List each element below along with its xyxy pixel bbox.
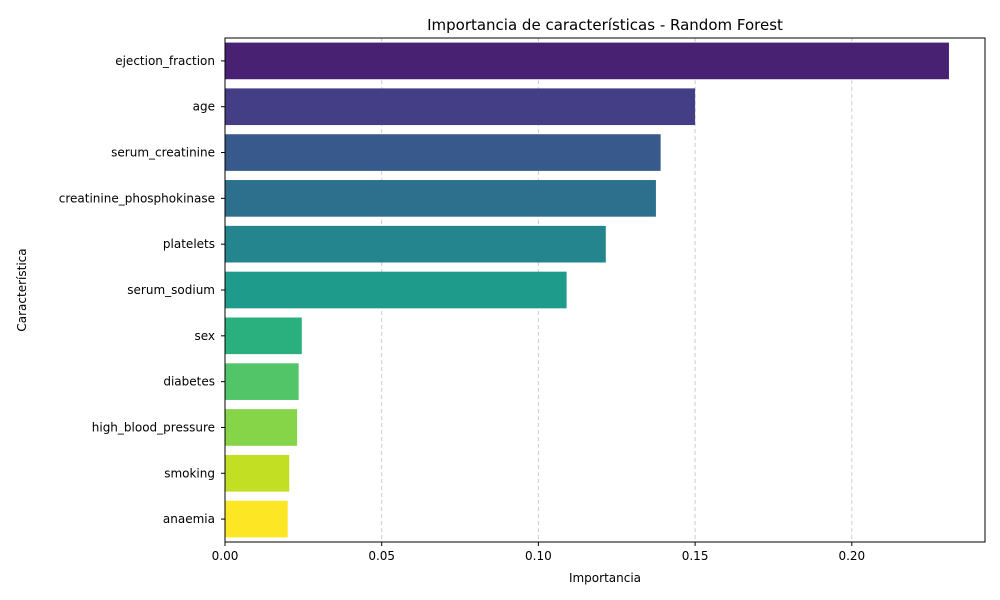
y-tick-label: smoking	[164, 466, 215, 480]
bar-serum-creatinine	[225, 134, 661, 171]
x-tick-label: 0.05	[368, 549, 395, 563]
bar-age	[225, 88, 696, 126]
bars	[225, 42, 949, 538]
y-tick-label: age	[193, 100, 215, 114]
bar-ejection-fraction	[225, 42, 949, 80]
bar-anaemia	[225, 500, 288, 538]
y-tick-label: creatinine_phosphokinase	[59, 191, 215, 205]
bar-sex	[225, 317, 302, 355]
y-tick-label: platelets	[163, 237, 215, 251]
x-tick-label: 0.00	[212, 549, 239, 563]
y-tick-label: diabetes	[163, 375, 215, 389]
y-tick-label: serum_creatinine	[111, 146, 215, 160]
y-tick-label: serum_sodium	[127, 283, 215, 297]
x-tick-label: 0.20	[838, 549, 865, 563]
x-tick-label: 0.10	[525, 549, 552, 563]
bar-creatinine-phosphokinase	[225, 180, 656, 217]
bar-smoking	[225, 454, 290, 492]
bar-diabetes	[225, 363, 299, 400]
y-tick-label: high_blood_pressure	[92, 420, 215, 434]
bar-high-blood-pressure	[225, 409, 298, 446]
y-tick-label: anaemia	[163, 512, 215, 526]
chart-title: Importancia de características - Random …	[427, 16, 783, 34]
y-axis-title: Característica	[15, 248, 29, 331]
bar-serum-sodium	[225, 271, 567, 309]
x-tick-label: 0.15	[682, 549, 709, 563]
y-tick-label: sex	[194, 329, 215, 343]
bar-platelets	[225, 225, 606, 263]
x-axis: 0.00 0.05 0.10 0.15 0.20	[212, 542, 865, 563]
y-tick-label: ejection_fraction	[115, 54, 215, 68]
x-axis-title: Importancia	[569, 571, 641, 585]
